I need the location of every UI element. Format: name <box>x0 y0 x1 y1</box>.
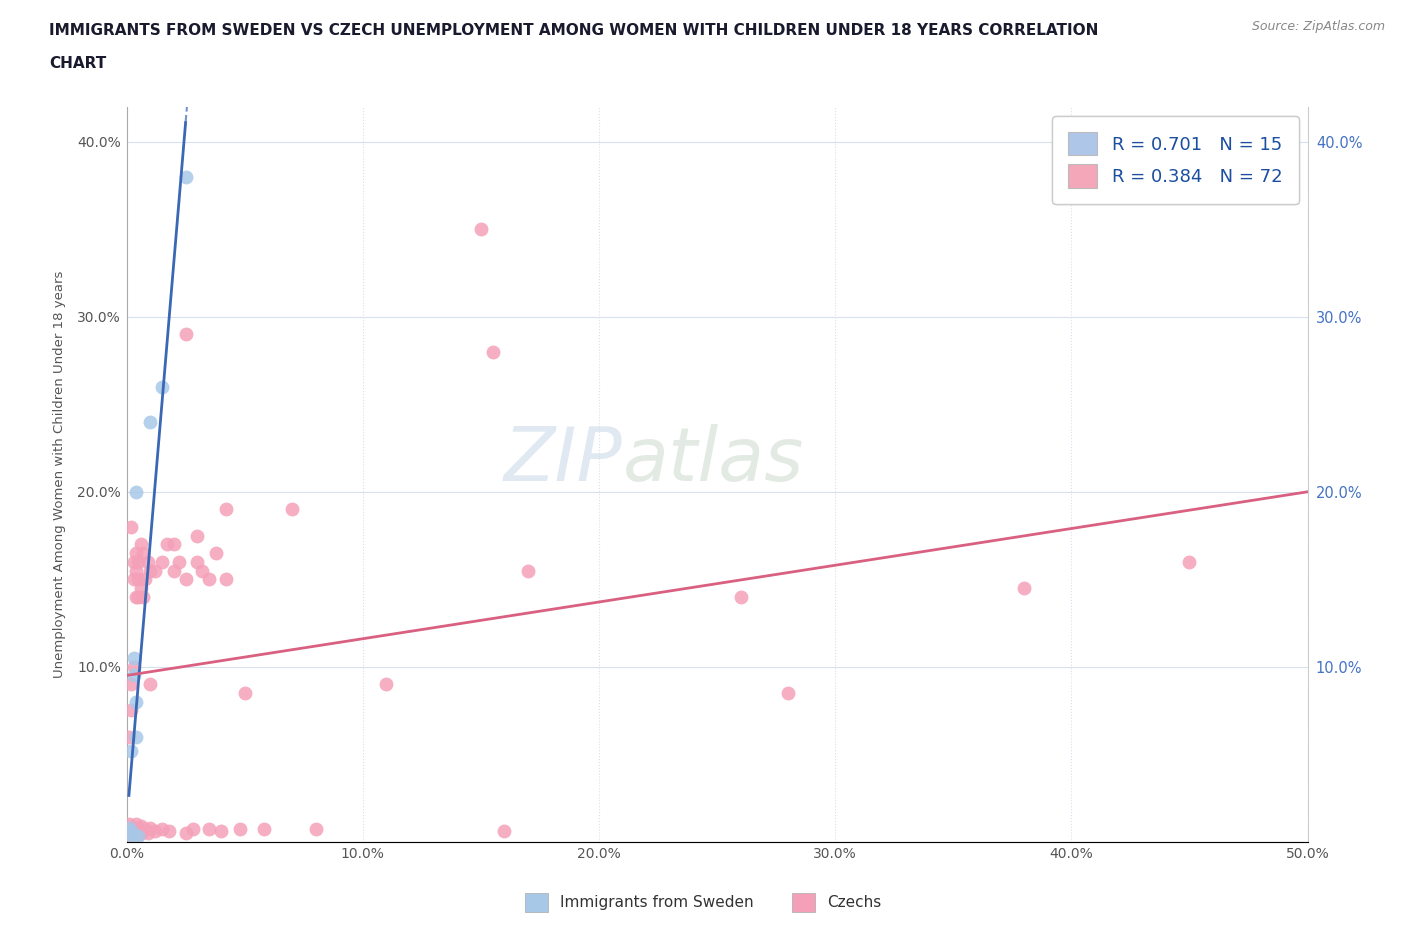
Point <box>125 563 148 578</box>
Point <box>1178 554 1201 569</box>
Point <box>129 580 152 595</box>
Point <box>167 554 190 569</box>
Point <box>125 817 148 831</box>
Point <box>125 695 148 710</box>
Point <box>120 677 142 692</box>
Point <box>127 572 149 587</box>
Point <box>122 651 145 666</box>
Point <box>375 677 398 692</box>
Point <box>186 528 208 543</box>
Point <box>215 502 238 517</box>
Point <box>136 554 159 569</box>
Point <box>517 563 540 578</box>
Point <box>481 344 503 359</box>
Point <box>134 572 156 587</box>
Point <box>776 685 799 700</box>
Point <box>229 822 252 837</box>
Point <box>163 563 186 578</box>
Point <box>139 563 162 578</box>
Point <box>150 379 173 394</box>
Point <box>174 572 197 587</box>
Point <box>129 826 152 841</box>
Point <box>1012 580 1035 595</box>
Point <box>139 415 162 430</box>
Text: CHART: CHART <box>49 56 107 71</box>
Point <box>470 222 492 237</box>
Point <box>205 546 228 561</box>
Point <box>132 546 155 561</box>
Point <box>125 546 148 561</box>
Point <box>120 827 142 842</box>
Point <box>127 554 149 569</box>
Point <box>139 820 162 835</box>
Point <box>281 502 304 517</box>
Point <box>730 590 752 604</box>
Point <box>127 829 149 844</box>
Point <box>174 327 197 342</box>
Point <box>118 826 141 841</box>
Point <box>143 824 166 839</box>
Point <box>120 824 142 839</box>
Point <box>136 826 159 841</box>
Point <box>150 822 173 837</box>
Point <box>157 824 180 839</box>
Point <box>215 572 238 587</box>
Point <box>181 822 204 837</box>
Point <box>125 485 148 499</box>
Point <box>120 743 142 758</box>
Y-axis label: Unemployment Among Women with Children Under 18 years: Unemployment Among Women with Children U… <box>53 271 66 678</box>
Legend: R = 0.701   N = 15, R = 0.384   N = 72: R = 0.701 N = 15, R = 0.384 N = 72 <box>1052 116 1299 204</box>
Point <box>122 668 145 683</box>
Point <box>118 826 141 841</box>
Point <box>198 822 221 837</box>
Legend: Immigrants from Sweden, Czechs: Immigrants from Sweden, Czechs <box>519 887 887 918</box>
Point <box>494 824 516 839</box>
Point <box>122 826 145 841</box>
Point <box>127 820 149 835</box>
Point <box>129 537 152 551</box>
Point <box>127 590 149 604</box>
Point <box>156 537 179 551</box>
Point <box>304 822 326 837</box>
Point <box>198 572 221 587</box>
Point <box>129 818 152 833</box>
Point <box>143 563 166 578</box>
Point <box>120 519 142 534</box>
Point <box>120 703 142 718</box>
Text: ZIP: ZIP <box>503 423 623 496</box>
Point <box>186 554 208 569</box>
Point <box>134 822 156 837</box>
Point <box>127 827 149 842</box>
Point <box>120 827 142 842</box>
Point <box>122 820 145 835</box>
Point <box>252 822 274 837</box>
Text: Source: ZipAtlas.com: Source: ZipAtlas.com <box>1251 20 1385 33</box>
Text: atlas: atlas <box>623 423 804 496</box>
Point <box>118 729 141 744</box>
Point <box>209 824 232 839</box>
Point <box>118 820 141 835</box>
Point <box>118 817 141 831</box>
Point <box>122 572 145 587</box>
Point <box>174 826 197 841</box>
Point <box>174 169 197 184</box>
Point <box>132 824 155 839</box>
Point <box>191 563 214 578</box>
Point <box>233 685 256 700</box>
Text: IMMIGRANTS FROM SWEDEN VS CZECH UNEMPLOYMENT AMONG WOMEN WITH CHILDREN UNDER 18 : IMMIGRANTS FROM SWEDEN VS CZECH UNEMPLOY… <box>49 23 1098 38</box>
Point <box>125 729 148 744</box>
Point <box>125 824 148 839</box>
Point <box>122 554 145 569</box>
Point <box>150 554 173 569</box>
Point <box>132 590 155 604</box>
Point <box>120 824 142 839</box>
Point <box>122 659 145 674</box>
Point <box>163 537 186 551</box>
Point <box>139 677 162 692</box>
Point <box>125 590 148 604</box>
Point <box>122 827 145 842</box>
